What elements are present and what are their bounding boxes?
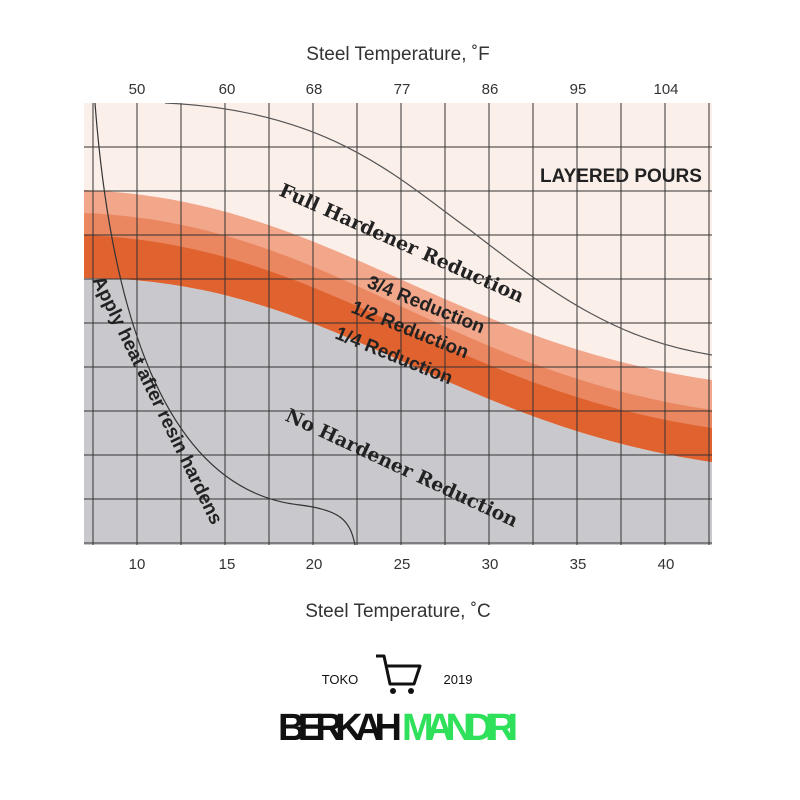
bottom-tick-label: 35 [570, 556, 587, 573]
top-tick-label: 50 [129, 81, 146, 98]
quarter-band [84, 235, 712, 462]
bottom-tick-label: 15 [219, 556, 236, 573]
top-axis-title: Steel Temperature, ˚F [306, 44, 489, 65]
cart-wheel [408, 688, 414, 694]
top-tick-label: 77 [394, 81, 411, 98]
heat-curve [94, 103, 356, 545]
bottom-tick-label: 10 [129, 556, 146, 573]
bottom-tick-label: 25 [394, 556, 411, 573]
logo: TOKO 2019 BERKAH MANDIRI [278, 654, 518, 749]
top-tick-label: 95 [570, 81, 587, 98]
bottom-axis-title: Steel Temperature, ˚C [305, 601, 491, 622]
brand-first: BERKAH [278, 707, 402, 749]
cart-wheel [390, 688, 396, 694]
top-tick-label: 104 [653, 81, 678, 98]
bottom-tick-label: 20 [306, 556, 323, 573]
plot: LAYERED POURS [84, 103, 712, 545]
top-tick-label: 86 [482, 81, 499, 98]
brand-second: MANDIRI [402, 707, 518, 749]
layered-label: LAYERED POURS [540, 166, 702, 187]
grid [84, 103, 712, 545]
cart-icon [376, 654, 422, 686]
full-curve [164, 103, 712, 356]
brand-left: TOKO [322, 672, 359, 687]
top-tick-label: 68 [306, 81, 323, 98]
bottom-tick-label: 40 [658, 556, 675, 573]
top-tick-label: 60 [219, 81, 236, 98]
bottom-tick-label: 30 [482, 556, 499, 573]
brand-right: 2019 [444, 672, 473, 687]
